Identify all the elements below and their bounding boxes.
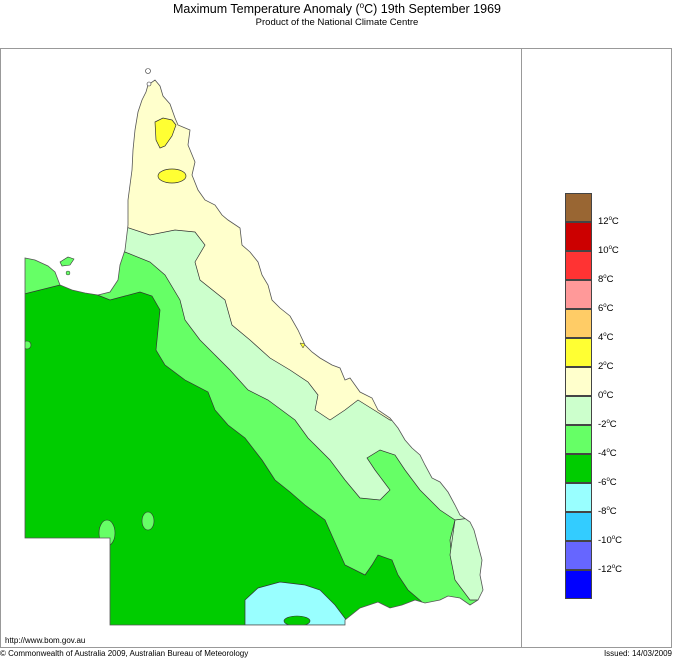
legend-label: 10oC: [598, 245, 619, 257]
legend-swatch-0-2: [565, 367, 592, 396]
frame-divider: [521, 48, 522, 648]
legend-label: -10oC: [598, 535, 622, 547]
legend-swatch-10-12: [565, 222, 592, 251]
issued-date: Issued: 14/03/2009: [603, 649, 672, 658]
queensland-anomaly-map: [24, 68, 484, 626]
legend-swatch-6-8: [565, 280, 592, 309]
copyright-notice: © Commonwealth of Australia 2009, Austra…: [0, 649, 249, 658]
legend-swatch-minus8-minus6: [565, 483, 592, 512]
map-frame: [0, 48, 672, 648]
legend-label: -4oC: [598, 448, 617, 460]
map-subtitle: Product of the National Climate Centre: [255, 17, 419, 28]
legend-label: 12oC: [598, 216, 619, 228]
legend-label: 6oC: [598, 303, 614, 315]
legend-swatch-2-4: [565, 338, 592, 367]
legend-label: -8oC: [598, 506, 617, 518]
title-degree: o: [359, 1, 365, 10]
legend-swatch-8-10: [565, 251, 592, 280]
legend-label: -6oC: [598, 477, 617, 489]
legend-label: 4oC: [598, 332, 614, 344]
legend-swatch-below-minus12: [565, 570, 592, 599]
title-suffix: C) 19th September 1969: [364, 2, 501, 17]
legend-label: 0oC: [598, 390, 614, 402]
legend-swatch-above-12: [565, 193, 592, 222]
legend-label: -12oC: [598, 564, 622, 576]
source-url-link[interactable]: http://www.bom.gov.au: [5, 636, 86, 645]
legend-label: -2oC: [598, 419, 617, 431]
legend-swatch-4-6: [565, 309, 592, 338]
legend-swatch-minus4-minus2: [565, 425, 592, 454]
legend-swatch-minus6-minus4: [565, 454, 592, 483]
legend-swatch-minus2-0: [565, 396, 592, 425]
legend-swatch-minus12-minus10: [565, 541, 592, 570]
title-prefix: Maximum Temperature Anomaly (: [173, 2, 360, 17]
legend-label: 8oC: [598, 274, 614, 286]
legend-swatch-minus10-minus8: [565, 512, 592, 541]
map-title: Maximum Temperature Anomaly (oC) 19th Se…: [0, 0, 674, 16]
legend-label: 2oC: [598, 361, 614, 373]
